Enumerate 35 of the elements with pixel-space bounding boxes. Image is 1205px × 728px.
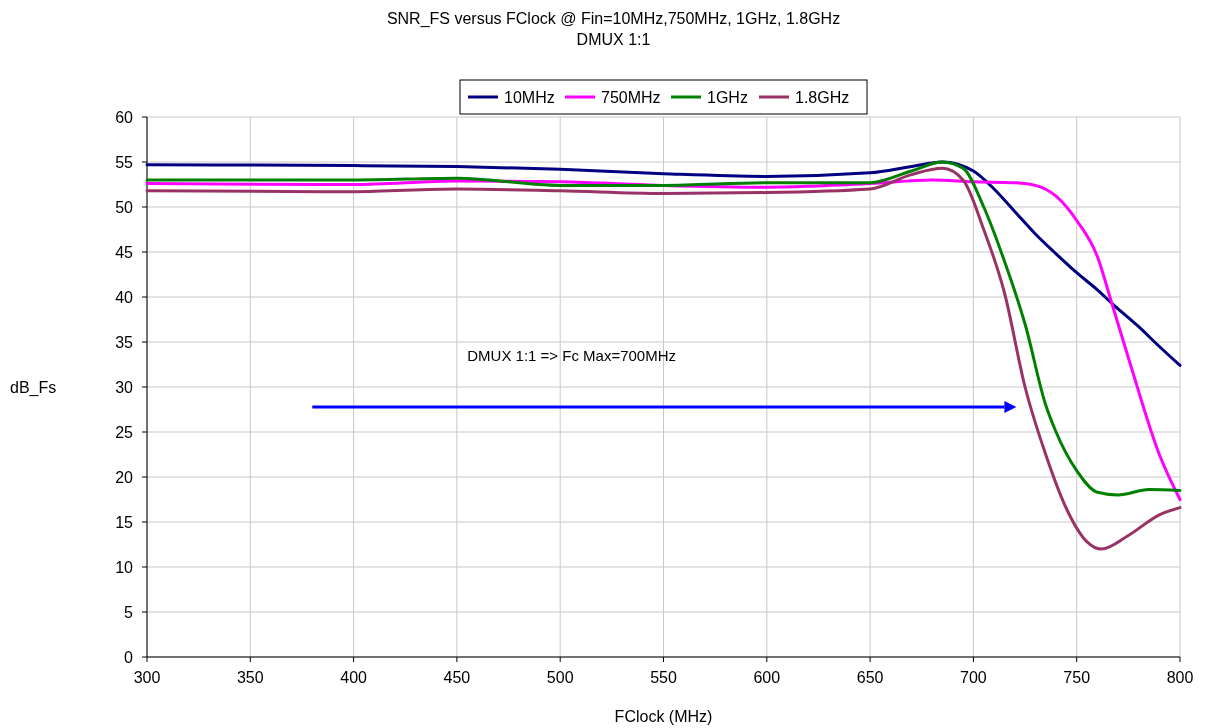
x-axis-title: FClock (MHz) <box>614 708 713 725</box>
y-axis-title: dB_Fs <box>10 378 57 397</box>
y-tick-label: 5 <box>124 603 134 621</box>
x-tick-label: 700 <box>960 669 987 686</box>
x-tick-label: 600 <box>753 669 781 686</box>
x-tick-label: 800 <box>1166 669 1194 686</box>
legend-label: 750MHz <box>601 88 661 106</box>
chart-title: SNR_FS versus FClock @ Fin=10MHz,750MHz, 1GHz, 1.8GHz <box>386 10 841 28</box>
y-tick-label: 20 <box>115 468 134 486</box>
y-tick-label: 45 <box>115 243 134 261</box>
y-tick-label: 0 <box>124 648 134 666</box>
y-tick-label: 25 <box>115 423 134 441</box>
x-tick-label: 650 <box>856 669 884 686</box>
y-tick-label: 15 <box>115 513 134 531</box>
chart-subtitle: DMUX 1:1 <box>576 31 651 48</box>
legend-label: 10MHz <box>504 88 555 106</box>
legend-label: 1.8GHz <box>795 88 850 106</box>
x-tick-label: 450 <box>443 669 471 686</box>
y-tick-label: 55 <box>115 153 134 171</box>
x-tick-label: 300 <box>133 669 161 686</box>
line-series <box>145 160 1182 367</box>
y-tick-label: 50 <box>115 198 134 216</box>
line-series <box>145 166 1182 551</box>
y-tick-label: 10 <box>115 558 134 576</box>
y-tick-label: 60 <box>115 108 134 126</box>
annotation: DMUX 1:1 => Fc Max=700MHz <box>467 347 677 365</box>
legend-label: 1GHz <box>707 88 748 106</box>
x-tick-label: 750 <box>1063 669 1091 686</box>
y-tick-label: 30 <box>115 378 134 396</box>
x-tick-label: 400 <box>340 669 368 686</box>
x-tick-label: 550 <box>650 669 677 686</box>
x-tick-label: 500 <box>546 669 574 686</box>
y-tick-label: 35 <box>115 333 134 351</box>
x-tick-label: 350 <box>236 669 264 686</box>
y-tick-label: 40 <box>115 288 134 306</box>
